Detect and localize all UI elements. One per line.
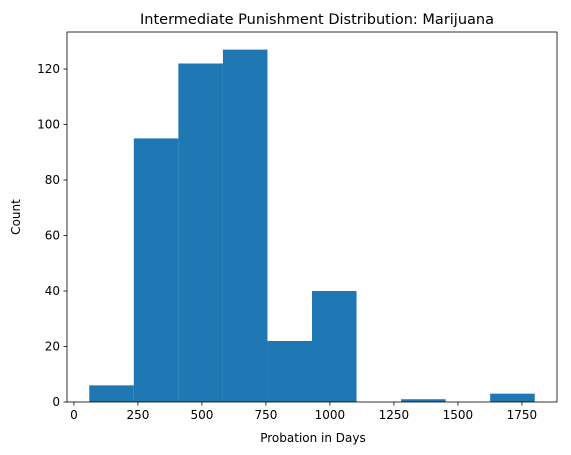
y-tick-label: 0	[52, 395, 60, 409]
histogram-bar-4	[267, 340, 312, 402]
x-tick-label: 0	[70, 408, 78, 422]
x-tick-label: 1750	[507, 408, 538, 422]
x-tick-label: 500	[190, 408, 213, 422]
plot-frame	[66, 31, 558, 403]
y-tick-label: 20	[45, 340, 60, 354]
chart-title: Intermediate Punishment Distribution: Ma…	[140, 12, 494, 28]
x-tick-label: 750	[254, 408, 277, 422]
x-axis-label: Probation in Days	[260, 431, 366, 445]
histogram-bar-3	[222, 49, 268, 402]
histogram-bar-7	[401, 399, 446, 402]
y-tick-label: 100	[37, 118, 60, 132]
histogram-bar-9	[490, 393, 535, 402]
y-tick-label: 120	[37, 62, 60, 76]
y-axis-label: Count	[9, 199, 23, 235]
x-tick-label: 1500	[443, 408, 474, 422]
histogram-bar-5	[312, 291, 357, 402]
y-tick-label: 60	[45, 229, 60, 243]
y-axis-ticks: 0 20 40 60 80 100 120	[37, 62, 67, 409]
bars-group	[89, 49, 535, 403]
histogram-bar-0	[89, 385, 134, 402]
histogram-bar-1	[133, 138, 179, 402]
x-tick-label: 250	[126, 408, 149, 422]
x-axis-ticks: 0 250 500 750 1000 1250 1500 1750	[70, 402, 537, 422]
y-tick-label: 40	[45, 284, 60, 298]
histogram-bar-2	[178, 63, 223, 403]
x-tick-label: 1250	[379, 408, 410, 422]
y-tick-label: 80	[45, 173, 60, 187]
x-tick-label: 1000	[315, 408, 346, 422]
